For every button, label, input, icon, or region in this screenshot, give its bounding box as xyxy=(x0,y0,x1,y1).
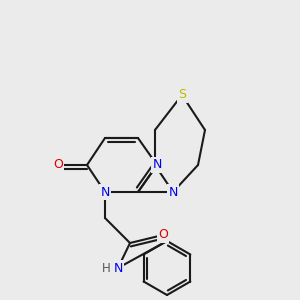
Text: O: O xyxy=(53,158,63,172)
Text: N: N xyxy=(113,262,123,275)
Text: S: S xyxy=(178,88,186,101)
Text: H: H xyxy=(102,262,110,275)
Text: N: N xyxy=(168,185,178,199)
Text: O: O xyxy=(158,229,168,242)
Text: N: N xyxy=(152,158,162,172)
Text: N: N xyxy=(100,185,110,199)
